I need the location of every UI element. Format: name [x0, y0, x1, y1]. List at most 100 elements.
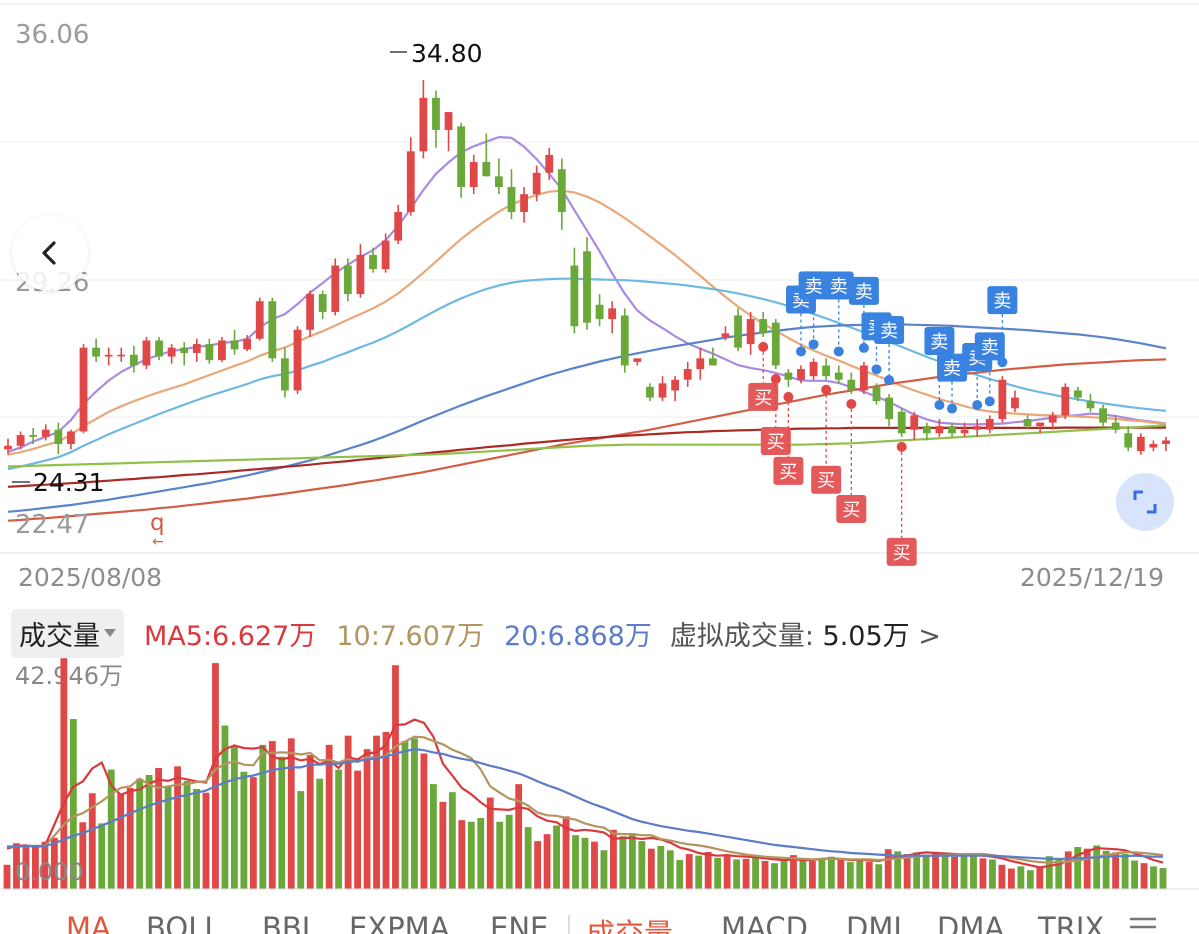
volume-bar: [287, 738, 295, 889]
price-axis-min: 22.47: [15, 510, 90, 540]
volume-bar: [1083, 848, 1091, 889]
vol-ma10-value: 10:7.607万: [336, 620, 485, 652]
volume-bar: [628, 834, 636, 889]
buy-signal: 买: [773, 391, 804, 485]
volume-bar: [107, 769, 115, 889]
buy-signal: 买: [886, 441, 917, 566]
candle-body: [1061, 386, 1070, 416]
candle: [822, 358, 831, 380]
candle: [847, 372, 856, 395]
candle-body: [797, 369, 805, 380]
candle: [369, 247, 377, 273]
candle-body: [671, 379, 680, 391]
tab-ma[interactable]: MA: [66, 911, 111, 934]
sell-dot: [934, 400, 945, 411]
volume-bar: [60, 658, 68, 889]
sell-dot: [833, 346, 844, 357]
sell-badge-label: 卖: [880, 321, 898, 342]
candle-body: [998, 379, 1007, 420]
candle-body: [646, 386, 654, 398]
volume-ma-line-2: [7, 747, 1163, 860]
volume-bar: [316, 778, 324, 889]
sell-dot: [884, 375, 895, 386]
buy-badge: [811, 465, 842, 494]
candle: [784, 369, 793, 387]
volume-bar: [467, 821, 475, 889]
candle-body: [1124, 433, 1133, 448]
virtual-volume-link[interactable]: 虚拟成交量: 5.05万 >: [670, 614, 941, 653]
volume-bar: [932, 851, 940, 889]
candle: [1099, 404, 1107, 427]
candle-body: [117, 354, 126, 357]
tab-expma[interactable]: EXPMA: [349, 911, 450, 934]
tab-macd[interactable]: MACD: [721, 911, 808, 934]
price-axis-max: 36.06: [15, 20, 90, 50]
volume-bar: [676, 859, 684, 889]
tab-dmi[interactable]: DMI: [846, 911, 902, 934]
candle-body: [67, 431, 75, 444]
candle-body: [860, 365, 868, 391]
volume-bar: [117, 793, 125, 889]
tab-ene[interactable]: ENE: [490, 911, 549, 934]
tab-dma[interactable]: DMA: [937, 911, 1005, 934]
candle-body: [822, 365, 831, 377]
candle-body: [507, 187, 516, 213]
candle: [432, 90, 440, 148]
sell-badge: [937, 353, 968, 382]
volume-bar: [145, 774, 153, 889]
price-ma-line-5: [7, 426, 1166, 488]
candle: [671, 376, 680, 402]
buy-badge: [773, 456, 804, 485]
candle-body: [243, 338, 252, 350]
volume-bar: [486, 797, 494, 889]
tab-volume[interactable]: 成交量: [586, 917, 674, 934]
volume-bar: [790, 855, 797, 889]
volume-bar: [212, 663, 219, 889]
volume-bar: [79, 822, 87, 889]
candle-body: [41, 429, 50, 437]
candle: [860, 361, 868, 395]
volume-indicator-select[interactable]: 成交量: [11, 608, 124, 658]
buy-badge: [886, 537, 917, 566]
expand-corners-icon: [1133, 490, 1157, 514]
candle-body: [658, 383, 667, 398]
sell-badge-label: 卖: [930, 332, 948, 353]
candle-body: [834, 372, 843, 380]
candle: [205, 338, 214, 364]
sell-badge: [924, 327, 955, 356]
candle-body: [734, 315, 742, 348]
volume-bar: [1074, 847, 1082, 889]
sell-badge-label: 卖: [943, 359, 961, 380]
volume-bar: [174, 766, 181, 889]
tab-boll[interactable]: BOLL: [146, 911, 221, 934]
volume-bar: [22, 845, 30, 889]
volume-header: 成交量 MA5:6.627万 10:7.607万 20:6.868万 虚拟成交量…: [0, 607, 1199, 659]
volume-bar: [733, 859, 741, 889]
volume-bar: [1121, 854, 1129, 889]
candle: [696, 347, 705, 380]
candle: [734, 308, 742, 352]
volume-bar: [477, 817, 485, 889]
tab-bbi[interactable]: BBI: [262, 911, 311, 934]
candle-body: [532, 172, 541, 195]
candle: [1011, 390, 1019, 412]
sell-signal: 卖: [798, 271, 829, 350]
candle: [520, 187, 528, 223]
candle-body: [1136, 436, 1145, 452]
expand-chart-button[interactable]: [1116, 473, 1174, 531]
menu-icon[interactable]: [1128, 911, 1158, 934]
virtual-volume-label: 虚拟成交量:: [669, 620, 814, 652]
vol-ma5-value: MA5:6.627万: [144, 620, 317, 652]
candle-body: [910, 415, 919, 430]
volume-bar: [761, 861, 769, 889]
candle-body: [922, 426, 931, 434]
volume-bar: [32, 845, 39, 889]
candle: [129, 345, 138, 373]
back-button[interactable]: [12, 215, 88, 291]
candle: [595, 294, 604, 327]
volume-bar: [297, 791, 305, 889]
candle-body: [1023, 419, 1032, 427]
candle: [482, 133, 491, 177]
tab-trix[interactable]: TRIX: [1038, 911, 1105, 934]
candle-body: [1149, 443, 1158, 448]
